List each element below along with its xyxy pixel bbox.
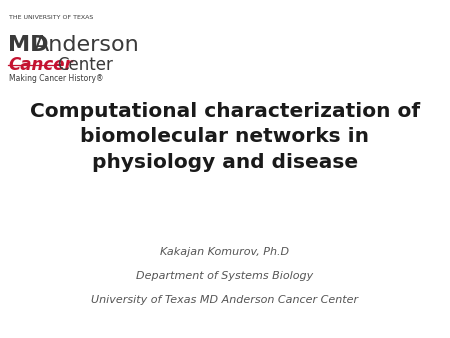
Text: Cancer: Cancer — [8, 56, 73, 74]
Text: THE UNIVERSITY OF TEXAS: THE UNIVERSITY OF TEXAS — [9, 15, 94, 20]
Text: MD: MD — [8, 35, 49, 55]
Text: Anderson: Anderson — [34, 35, 140, 55]
Text: University of Texas MD Anderson Cancer Center: University of Texas MD Anderson Cancer C… — [91, 295, 359, 306]
Text: Department of Systems Biology: Department of Systems Biology — [136, 271, 314, 281]
Text: Making Cancer History®: Making Cancer History® — [9, 74, 104, 83]
Text: Computational characterization of
biomolecular networks in
physiology and diseas: Computational characterization of biomol… — [30, 102, 420, 172]
Text: Kakajan Komurov, Ph.D: Kakajan Komurov, Ph.D — [161, 247, 289, 257]
Text: Center: Center — [57, 56, 113, 74]
